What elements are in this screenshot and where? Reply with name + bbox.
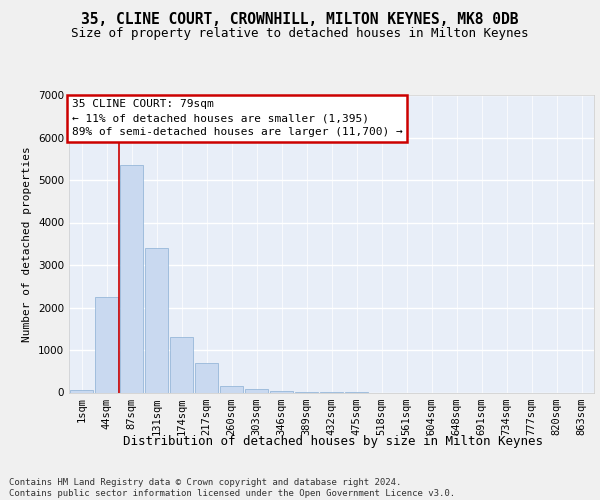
Text: 35 CLINE COURT: 79sqm
← 11% of detached houses are smaller (1,395)
89% of semi-d: 35 CLINE COURT: 79sqm ← 11% of detached … [71,100,403,138]
Bar [245,389,268,392]
Bar [195,363,218,392]
Y-axis label: Number of detached properties: Number of detached properties [22,146,32,342]
Bar [95,297,118,392]
Bar [270,391,293,392]
Text: Size of property relative to detached houses in Milton Keynes: Size of property relative to detached ho… [71,28,529,40]
Text: Distribution of detached houses by size in Milton Keynes: Distribution of detached houses by size … [123,435,543,448]
Bar [120,165,143,392]
Text: Contains HM Land Registry data © Crown copyright and database right 2024.
Contai: Contains HM Land Registry data © Crown c… [9,478,455,498]
Text: 35, CLINE COURT, CROWNHILL, MILTON KEYNES, MK8 0DB: 35, CLINE COURT, CROWNHILL, MILTON KEYNE… [81,12,519,28]
Bar [170,337,193,392]
Bar [145,248,168,392]
Bar [220,386,243,392]
Bar [70,390,93,392]
